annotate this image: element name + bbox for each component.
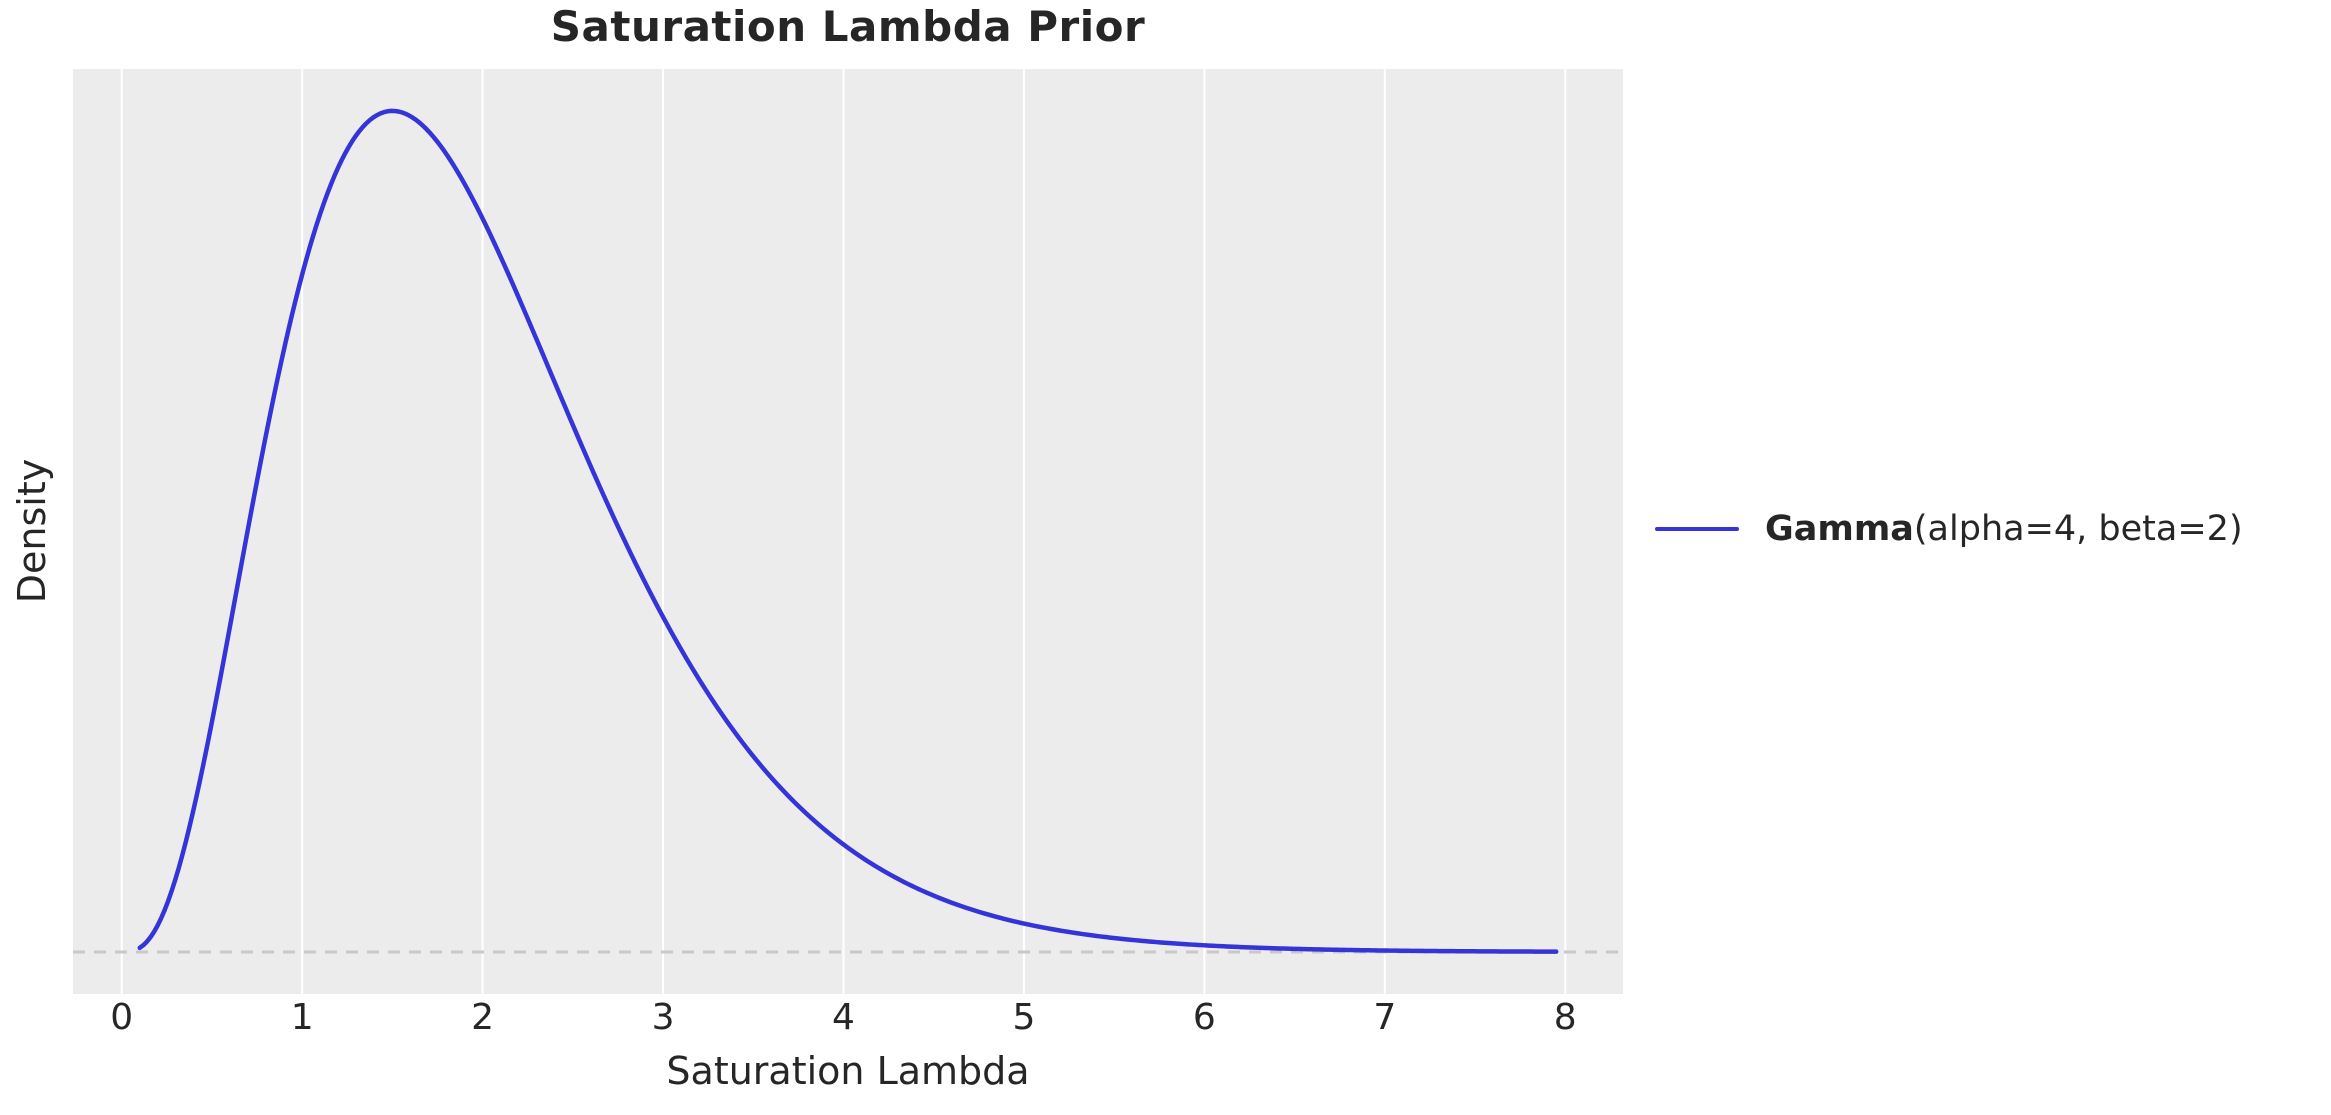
x-axis-label: Saturation Lambda — [666, 1049, 1030, 1093]
plot-area — [73, 69, 1623, 994]
y-axis-label: Density — [10, 458, 54, 604]
x-tick-label-7: 7 — [1373, 997, 1397, 1038]
legend: Gamma(alpha=4, beta=2) — [1655, 505, 2243, 553]
legend-line-icon — [1655, 527, 1739, 531]
x-tick-label-3: 3 — [651, 997, 675, 1038]
legend-label-distribution: Gamma — [1765, 509, 1914, 549]
density-curve-chart — [73, 69, 1623, 994]
x-tick-label-8: 8 — [1553, 997, 1577, 1038]
x-tick-label-2: 2 — [471, 997, 495, 1038]
legend-label: Gamma(alpha=4, beta=2) — [1765, 509, 2243, 549]
x-tick-label-1: 1 — [290, 997, 314, 1038]
x-tick-label-6: 6 — [1192, 997, 1216, 1038]
x-tick-label-5: 5 — [1012, 997, 1036, 1038]
x-tick-label-0: 0 — [110, 997, 134, 1038]
gamma-density-curve — [137, 108, 1559, 954]
legend-label-params: (alpha=4, beta=2) — [1913, 509, 2243, 549]
x-tick-label-4: 4 — [832, 997, 855, 1038]
chart-title: Saturation Lambda Prior — [550, 2, 1146, 51]
